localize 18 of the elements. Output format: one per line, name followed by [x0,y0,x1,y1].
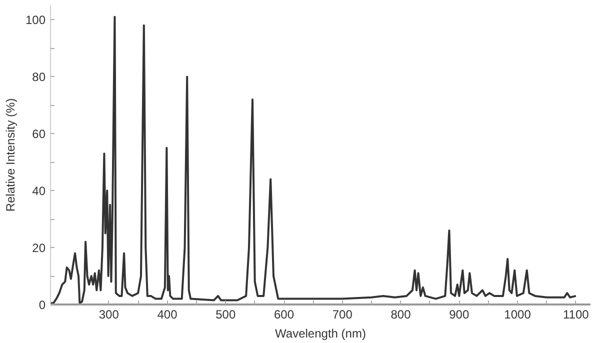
y-axis-title: Relative Intensity (%) [3,98,18,212]
x-tick-label: 700 [332,308,353,322]
x-tick-label: 900 [449,308,470,322]
x-tick-label: 600 [274,308,294,322]
x-tick-label: 400 [157,308,178,322]
x-tick-label: 500 [216,308,236,322]
y-tick-label: 0 [38,298,46,312]
y-tick-label: 100 [25,13,46,28]
x-tick-label: 300 [98,308,120,322]
x-tick-label: 1000 [504,308,532,322]
x-tick-label: 800 [390,308,412,322]
x-axis-title: Wavelength (nm) [275,326,366,340]
line-series [50,16,577,304]
y-tick-label: 40 [32,184,46,198]
y-tick-label: 60 [32,127,46,142]
y-tick-label: 80 [32,70,46,84]
x-tick-label: 1100 [563,308,590,322]
y-tick-label: 20 [32,241,46,256]
